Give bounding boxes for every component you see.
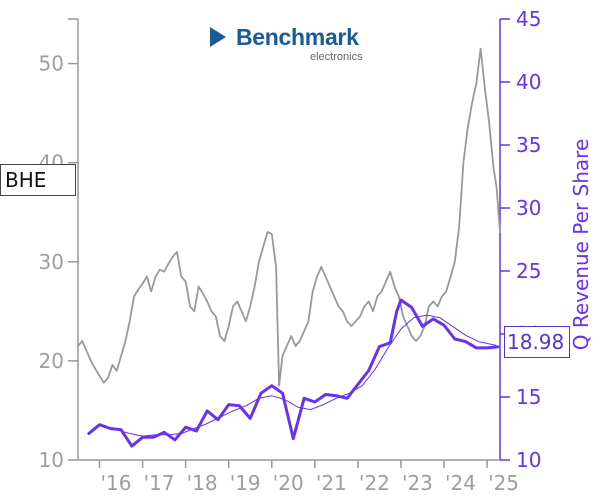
x-tick-label: '16 — [101, 471, 132, 495]
right-tick-label: 10 — [516, 448, 541, 472]
x-tick-label: '17 — [144, 471, 175, 495]
right-tick-label: 35 — [516, 133, 541, 157]
play-triangle-icon — [210, 27, 226, 47]
series-layer — [77, 47, 501, 448]
left-tick-label: 10 — [39, 448, 64, 472]
x-tick-label: '21 — [316, 471, 347, 495]
right-tick-label: 15 — [516, 385, 541, 409]
revenue-trend-line — [116, 314, 497, 437]
right-tick-label: 40 — [516, 70, 541, 94]
right-tick-label: 45 — [516, 7, 541, 31]
x-tick-label: '22 — [359, 471, 390, 495]
right-axis-title: Q Revenue Per Share — [569, 139, 593, 351]
right-tick-label: 25 — [516, 259, 541, 283]
last-value-label: 18.98 — [504, 326, 570, 358]
x-tick-label: '25 — [488, 471, 519, 495]
right-tick-label: 30 — [516, 196, 541, 220]
left-tick-label: 30 — [39, 250, 64, 274]
logo-brand-text: Benchmark — [236, 24, 359, 50]
revenue-per-share-line — [87, 298, 500, 448]
right-axis: 1015202530354045 — [499, 7, 541, 472]
ticker-label: BHE — [0, 164, 76, 196]
x-axis: '16 '17 '18 '19 '20 '21 '22 '23 '24 '25 — [78, 459, 519, 495]
left-tick-label: 50 — [39, 52, 64, 76]
logo-sub-text: electronics — [310, 51, 363, 63]
x-tick-label: '18 — [187, 471, 218, 495]
x-tick-label: '23 — [402, 471, 433, 495]
left-tick-label: 20 — [39, 349, 64, 373]
x-tick-label: '20 — [273, 471, 304, 495]
benchmark-logo: Benchmark electronics — [208, 24, 378, 68]
x-tick-label: '24 — [445, 471, 476, 495]
x-tick-label: '19 — [230, 471, 261, 495]
price-line — [77, 47, 501, 387]
